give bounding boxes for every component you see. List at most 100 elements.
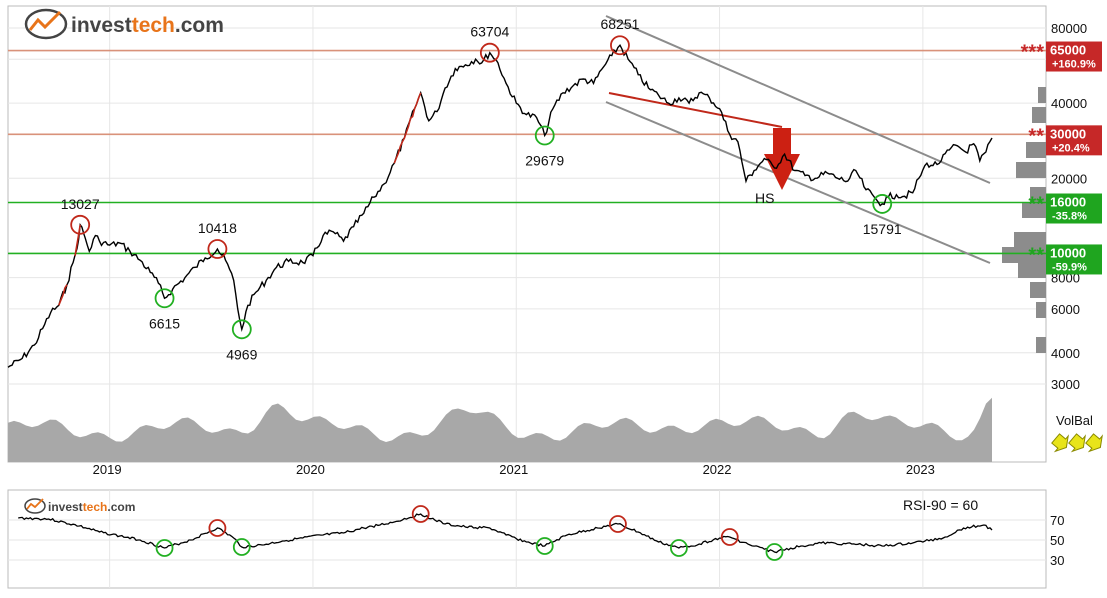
x-tick-label: 2023 <box>906 462 935 477</box>
price-annotation-label: 10418 <box>198 220 237 236</box>
svg-text:investtech.com: investtech.com <box>48 500 135 514</box>
level-stars: ** <box>1028 244 1044 266</box>
level-stars: *** <box>1021 42 1045 64</box>
level-value: 30000 <box>1050 126 1086 141</box>
trough-marker <box>534 125 555 146</box>
peak-marker <box>479 42 500 63</box>
x-tick-label: 2021 <box>499 462 528 477</box>
volume-profile-bar <box>1002 247 1046 263</box>
y-tick-label: 6000 <box>1051 302 1080 317</box>
volume-profile-bar <box>1036 337 1046 353</box>
volbal-arrow-icon <box>1051 433 1069 453</box>
level-value: 65000 <box>1050 43 1086 58</box>
y-tick-label: 4000 <box>1051 346 1080 361</box>
level-pct: +20.4% <box>1052 142 1090 154</box>
rsi-trough-marker <box>765 543 784 561</box>
y-tick-label: 20000 <box>1051 171 1087 186</box>
price-annotations: 13027 6615 10418 4969 63704 29679 68251 15791 <box>61 16 902 362</box>
trough-marker <box>231 319 252 340</box>
level-badge <box>1046 244 1102 275</box>
volbal-arrow-icon <box>1068 433 1086 453</box>
x-tick-label: 2020 <box>296 462 325 477</box>
logo-suffix: .com <box>175 14 224 37</box>
volume-profile-bar <box>1036 302 1046 318</box>
x-tick-label: 2022 <box>703 462 732 477</box>
rsi-trough-marker <box>670 539 688 557</box>
x-axis-ticks: 2019 2020 2021 2022 2023 <box>93 462 935 477</box>
rsi-trough-marker <box>232 538 251 556</box>
rsi-trough-marker <box>155 539 174 557</box>
rsi-tick-label: 70 <box>1050 513 1064 528</box>
level-badge <box>1046 193 1102 224</box>
channel-lower-line <box>605 101 991 264</box>
price-annotation-label: 63704 <box>470 24 509 40</box>
volume-profile-bar <box>1032 107 1046 123</box>
logo-accent: tech <box>132 14 175 37</box>
volbal-label: VolBal <box>1056 413 1093 428</box>
price-annotation-label: 4969 <box>226 346 257 362</box>
y-axis-ticks: 8000060000400002000080006000400030007050… <box>1050 21 1087 568</box>
volbal-arrows <box>1051 433 1103 453</box>
trough-marker <box>872 194 893 214</box>
rsi-title: RSI-90 = 60 <box>903 497 978 513</box>
rsi-peak-marker <box>411 505 430 523</box>
volume-shape <box>8 397 992 462</box>
rsi-series <box>18 505 993 561</box>
level-pct: -59.9% <box>1052 261 1087 273</box>
svg-text:investtech.com: investtech.com <box>71 14 224 37</box>
logo-mark-icon <box>24 498 46 514</box>
grid <box>8 6 1046 588</box>
price-annotation-label: 68251 <box>600 16 639 32</box>
volume-profile-bar <box>1014 232 1046 248</box>
rsi-logo-suffix: .com <box>107 500 135 514</box>
volume-profile-bar <box>1022 202 1046 218</box>
level-value: 10000 <box>1050 245 1086 260</box>
logo-main: invest <box>71 14 132 37</box>
level-pct: -35.8% <box>1052 211 1087 223</box>
peak-marker <box>610 35 630 56</box>
rsi-peak-marker <box>609 515 627 533</box>
price-annotation-label: 29679 <box>525 153 564 169</box>
peak-marker <box>207 239 228 259</box>
volbal-arrow-icon <box>1085 433 1103 453</box>
rsi-panel-frame <box>7 489 1047 589</box>
rsi-tick-label: 30 <box>1050 553 1064 568</box>
level-badge <box>1046 41 1102 72</box>
volume-profile-bar <box>1030 282 1046 298</box>
x-tick-label: 2019 <box>93 462 122 477</box>
price-annotation-label: 13027 <box>61 196 100 212</box>
rsi-line <box>18 513 993 554</box>
price-annotation-label: 6615 <box>149 315 180 331</box>
price-panel-frame <box>7 5 1047 463</box>
level-stars: ** <box>1028 125 1044 147</box>
hs-neckline <box>608 92 783 128</box>
price-line <box>7 43 993 368</box>
trough-marker <box>154 288 175 309</box>
rsi-logo-accent: tech <box>83 500 108 514</box>
pattern-label: HS <box>755 190 774 206</box>
level-value: 16000 <box>1050 195 1086 210</box>
rsi-tick-label: 50 <box>1050 533 1064 548</box>
price-series <box>7 43 993 368</box>
volume-profile-bar <box>1026 142 1046 158</box>
volume-profile-bar <box>1038 87 1046 103</box>
rsi-logo: investtech.com <box>24 498 135 514</box>
volume-profile-bar <box>1018 262 1046 278</box>
y-tick-label: 3000 <box>1051 377 1080 392</box>
rsi-trough-marker <box>535 537 554 555</box>
y-tick-label: 80000 <box>1051 21 1087 36</box>
rsi-peak-marker <box>720 528 739 546</box>
channel-upper-line <box>605 15 991 184</box>
rsi-logo-main: invest <box>48 500 83 514</box>
volume-profile-bar <box>1016 162 1046 178</box>
rsi-peak-marker <box>208 519 227 537</box>
level-pct: +160.9% <box>1052 59 1096 71</box>
logo-mark-icon <box>24 8 68 40</box>
price-line-highlight <box>393 92 422 164</box>
price-annotation-label: 15791 <box>863 221 902 237</box>
level-badge <box>1046 125 1102 156</box>
y-tick-label: 40000 <box>1051 96 1087 111</box>
volume-profile <box>1002 87 1046 353</box>
